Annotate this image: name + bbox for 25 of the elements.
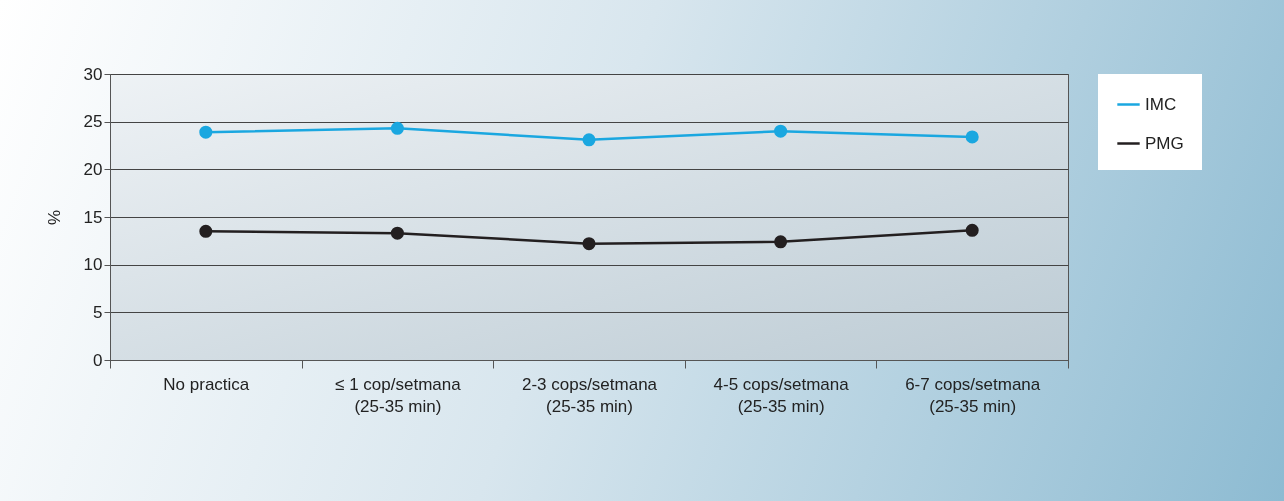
legend-label: IMC bbox=[1145, 94, 1177, 114]
point bbox=[965, 223, 979, 237]
y-tick-label: 25 bbox=[83, 112, 103, 132]
y-tick-label: 30 bbox=[83, 64, 103, 84]
point bbox=[390, 121, 404, 135]
x-tick-label: 2-3 cops/setmana (25-35 min) bbox=[521, 374, 658, 416]
point bbox=[774, 235, 788, 249]
y-tick-label: 15 bbox=[83, 207, 103, 227]
y-axis-title: % bbox=[44, 209, 64, 226]
y-tick-label: 10 bbox=[83, 255, 103, 275]
point bbox=[582, 237, 596, 251]
point bbox=[965, 130, 979, 144]
point bbox=[390, 226, 404, 240]
point bbox=[199, 125, 213, 139]
x-tick-label: No practica bbox=[163, 374, 250, 394]
y-tick-label: 20 bbox=[83, 159, 103, 179]
y-tick-label: 5 bbox=[93, 302, 103, 322]
y-tick-label: 0 bbox=[93, 350, 103, 370]
point bbox=[774, 124, 788, 138]
x-tick-label: ≤ 1 cop/setmana (25-35 min) bbox=[335, 374, 462, 416]
x-tick-label: 4-5 cops/setmana (25-35 min) bbox=[713, 374, 850, 416]
point bbox=[199, 224, 213, 238]
x-tick-label: 6-7 cops/setmana (25-35 min) bbox=[905, 374, 1041, 416]
legend-label: PMG bbox=[1145, 133, 1184, 153]
point bbox=[582, 133, 596, 147]
